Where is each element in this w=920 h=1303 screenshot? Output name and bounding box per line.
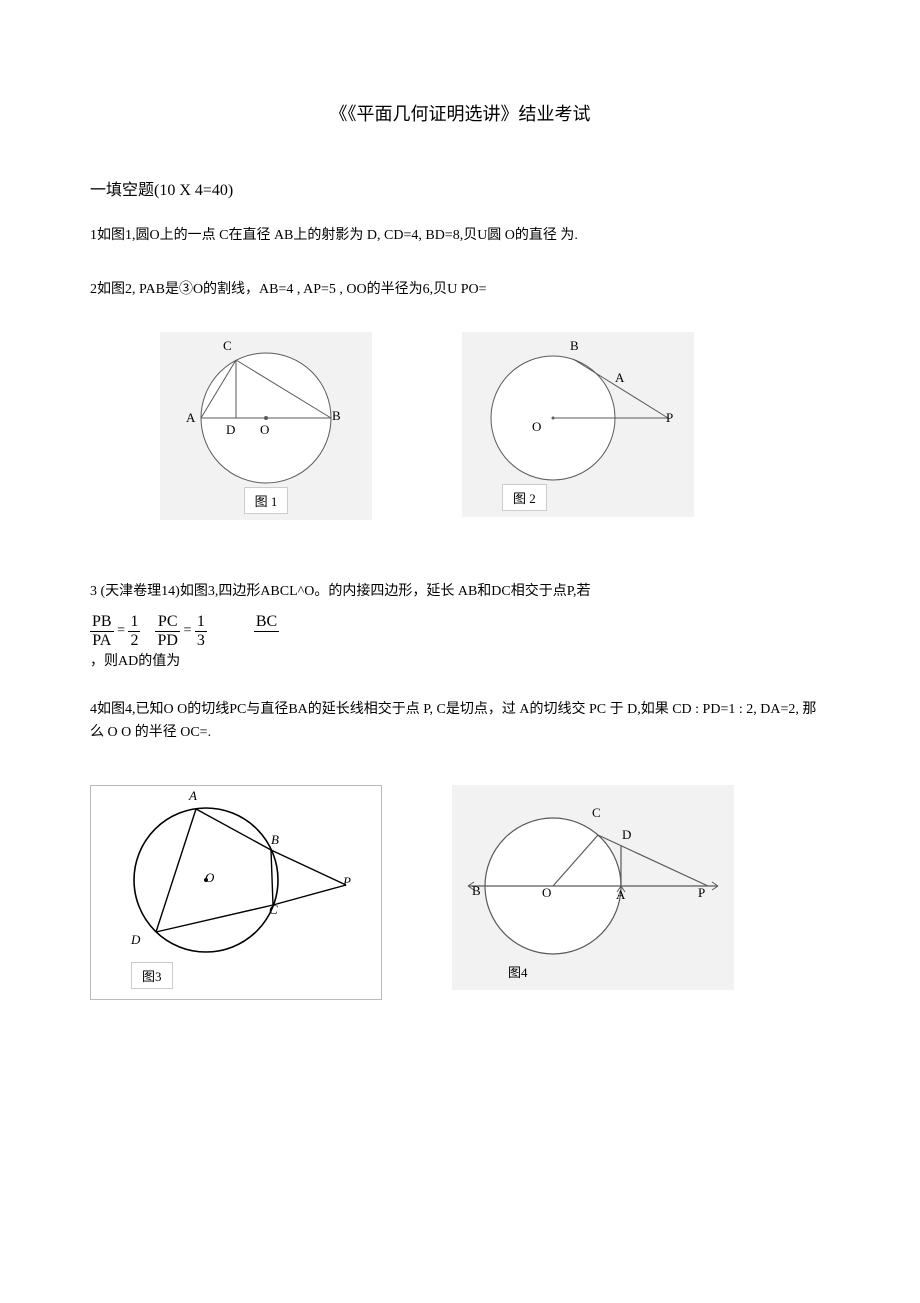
fig1-label-o: O — [260, 422, 269, 438]
frac-num: PC — [155, 613, 179, 632]
frac-num: 1 — [195, 613, 207, 632]
figure-2: O P A B 图 2 — [462, 332, 694, 517]
frac-bc-ad: BC — [254, 613, 279, 649]
frac-pc-pd: PC PD — [155, 613, 179, 649]
figure-3: A B C D O P 图3 — [90, 785, 382, 1000]
question-3-math: PB PA = 1 2 PC PD = 1 3 BC ，则AD的值为 — [90, 613, 830, 669]
frac-den: 2 — [128, 632, 140, 650]
q3-tail: ，则AD的值为 — [90, 654, 180, 669]
fig3-label-c: C — [269, 902, 278, 918]
fig3-label-b: B — [271, 832, 279, 848]
figure-row-1: C A B D O 图 1 O P A — [160, 332, 830, 520]
fig1-caption: 图 1 — [244, 487, 289, 514]
fig3-label-o: O — [205, 870, 214, 886]
fig4-label-b: B — [472, 883, 481, 899]
fig4-label-c: C — [592, 805, 601, 821]
frac-pb-pa: PB PA — [90, 613, 114, 649]
figure-2-svg — [468, 338, 688, 488]
figure-1: C A B D O 图 1 — [160, 332, 372, 520]
frac-num: BC — [254, 613, 279, 632]
section-heading: 一填空题(10 X 4=40) — [90, 176, 830, 200]
fig4-caption: 图4 — [498, 959, 538, 984]
frac-den: 3 — [195, 632, 207, 650]
question-2: 2如图2, PAB是③O的割线，AB=4 , AP=5 , OO的半径为6,贝U… — [90, 278, 830, 302]
fig2-label-a: A — [615, 370, 624, 386]
frac-num: 1 — [128, 613, 140, 632]
equals-2: = — [183, 623, 191, 638]
fig4-label-a: A — [616, 887, 625, 903]
fig1-label-c: C — [223, 338, 232, 354]
question-4: 4如图4,已知O O的切线PC与直径BA的延长线相交于点 P, C是切点，过 A… — [90, 698, 830, 746]
fig2-label-o: O — [532, 419, 541, 435]
fig3-label-d: D — [131, 932, 140, 948]
fig1-label-a: A — [186, 410, 195, 426]
frac-1-2: 1 2 — [128, 613, 140, 649]
question-1: 1如图1,圆O上的一点 C在直径 AB上的射影为 D, CD=4, BD=8,贝… — [90, 224, 830, 248]
frac-den: PD — [155, 632, 179, 650]
page-title: 《《平面几何证明选讲》结业考试 — [90, 100, 830, 126]
fig1-label-b: B — [332, 408, 341, 424]
fig2-label-b: B — [570, 338, 579, 354]
fig3-caption: 图3 — [131, 962, 173, 989]
fig3-label-p: P — [343, 874, 351, 890]
fig2-caption: 图 2 — [502, 484, 547, 511]
figure-row-2: A B C D O P 图3 — [90, 785, 830, 1000]
question-3-line1: 3 (天津卷理14)如图3,四边形ABCL^O。的内接四边形，延长 AB和DC相… — [90, 580, 830, 604]
frac-1-3: 1 3 — [195, 613, 207, 649]
fig1-label-d: D — [226, 422, 235, 438]
figure-4: B O A P C D 图4 — [452, 785, 734, 990]
fig2-label-p: P — [666, 410, 673, 426]
fig4-label-p: P — [698, 885, 705, 901]
equals-1: = — [117, 623, 125, 638]
frac-num: PB — [90, 613, 114, 632]
frac-den: PA — [90, 632, 114, 650]
fig3-label-a: A — [189, 788, 197, 804]
fig4-label-o: O — [542, 885, 551, 901]
fig4-label-d: D — [622, 827, 631, 843]
page: 《《平面几何证明选讲》结业考试 一填空题(10 X 4=40) 1如图1,圆O上… — [0, 0, 920, 1060]
